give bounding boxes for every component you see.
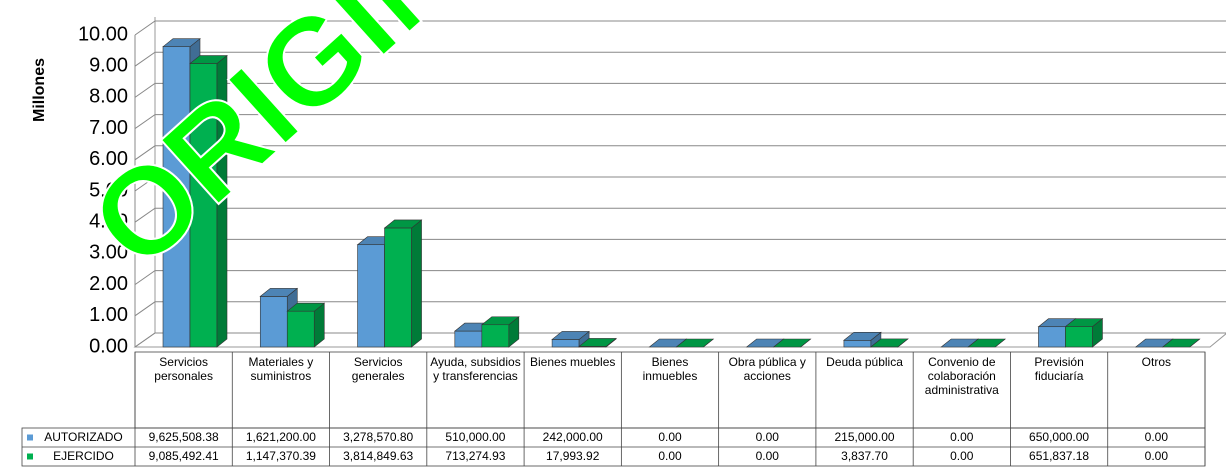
- y-tick-label: 6.00: [89, 148, 128, 170]
- value-label: 0.00: [658, 449, 682, 463]
- category-label: Servicios generales: [351, 355, 405, 383]
- value-label: 650,000.00: [1029, 430, 1090, 444]
- category-label: Ayuda, subsidios y transferencias: [430, 355, 521, 383]
- value-label: 9,085,492.41: [148, 449, 219, 463]
- category-label: Deuda pública: [826, 355, 903, 369]
- bar-front: [1038, 326, 1066, 348]
- bar-top: [480, 316, 520, 326]
- y-axis-title: Millones: [31, 58, 48, 122]
- bar-top: [1064, 318, 1104, 327]
- grid-line: [134, 176, 1226, 192]
- value-label: 1,621,200.00: [245, 430, 316, 444]
- bar-top: [162, 38, 201, 47]
- value-label: 0.00: [755, 449, 779, 463]
- watermark: ORIGINAL: [65, 0, 612, 295]
- category-label: Bienes inmuebles: [642, 355, 698, 383]
- value-label: 3,278,570.80: [343, 430, 414, 444]
- value-label: 0.00: [755, 430, 779, 444]
- grid-line: [134, 270, 1226, 286]
- value-label: 3,837.70: [841, 449, 888, 463]
- value-label: 3,814,849.63: [343, 449, 414, 463]
- value-label: 0.00: [950, 449, 974, 463]
- bar-front: [1065, 326, 1093, 348]
- grid-line: [134, 207, 1226, 223]
- y-tick-label: 2.00: [89, 273, 128, 295]
- legend-swatch: [27, 434, 33, 441]
- value-label: 713,274.93: [445, 449, 506, 463]
- value-label: 0.00: [1144, 449, 1169, 463]
- y-tick-label: 3.00: [89, 242, 128, 264]
- y-tick-label: 1.00: [89, 304, 128, 326]
- bar-front: [454, 330, 483, 348]
- grid-line: [134, 301, 1226, 317]
- category-label: Previsión fiduciaría: [1034, 355, 1084, 383]
- bar-top: [286, 302, 326, 312]
- y-tick-label: 8.00: [89, 86, 128, 108]
- value-label: 242,000.00: [542, 430, 603, 444]
- bar-front: [286, 310, 315, 348]
- grid-line: [134, 145, 1226, 161]
- bar-top: [967, 338, 1007, 348]
- y-tick-label: 0.00: [89, 335, 128, 357]
- bar-top: [772, 338, 812, 348]
- value-label: 9,625,508.38: [148, 430, 219, 444]
- y-tick-label: 5.00: [89, 179, 128, 201]
- grid-line: [134, 51, 1226, 67]
- bar-top: [383, 219, 423, 229]
- bar-front: [259, 296, 288, 348]
- bar-top: [843, 331, 882, 341]
- value-label: 651,837.18: [1029, 449, 1090, 463]
- y-tick-label: 7.00: [89, 117, 128, 139]
- value-label: 1,147,370.39: [245, 449, 316, 463]
- legend-label: EJERCIDO: [53, 449, 114, 463]
- legend-swatch: [27, 453, 33, 460]
- grid-line: [134, 82, 1226, 98]
- value-label: 215,000.00: [834, 430, 895, 444]
- bar-front: [843, 339, 872, 348]
- y-tick-label: 4.00: [89, 210, 128, 232]
- grid-line: [134, 20, 1226, 36]
- value-label: 0.00: [950, 430, 974, 444]
- value-label: 0.00: [1144, 430, 1169, 444]
- bar-top: [870, 338, 909, 348]
- bar-top: [578, 338, 617, 347]
- category-label: Bienes muebles: [530, 355, 616, 369]
- value-label: 17,993.92: [546, 449, 600, 463]
- bar-front: [481, 324, 510, 348]
- bar-top: [675, 338, 715, 348]
- bar-front: [189, 63, 218, 348]
- bar-top: [259, 288, 299, 297]
- value-label: 0.00: [658, 430, 682, 444]
- legend-label: AUTORIZADO: [44, 430, 123, 444]
- category-label: Convenio de colaboración administrativa: [924, 355, 999, 397]
- bar-top: [189, 55, 228, 64]
- grid-line: [134, 114, 1226, 130]
- category-label: Obra pública y acciones: [728, 355, 806, 383]
- bar-top: [1161, 338, 1201, 348]
- bar-front: [551, 339, 580, 348]
- category-label: Materiales y suministros: [248, 355, 314, 383]
- bar-front: [357, 244, 385, 348]
- value-label: 510,000.00: [445, 430, 506, 444]
- y-tick-label: 10.00: [78, 23, 128, 45]
- category-label: Otros: [1141, 355, 1172, 369]
- category-label: Servicios personales: [154, 355, 213, 383]
- bar-side: [411, 219, 422, 348]
- grid-line: [134, 238, 1226, 254]
- bar-top: [551, 331, 590, 340]
- y-tick-label: 9.00: [89, 54, 128, 76]
- bar-front: [384, 227, 412, 348]
